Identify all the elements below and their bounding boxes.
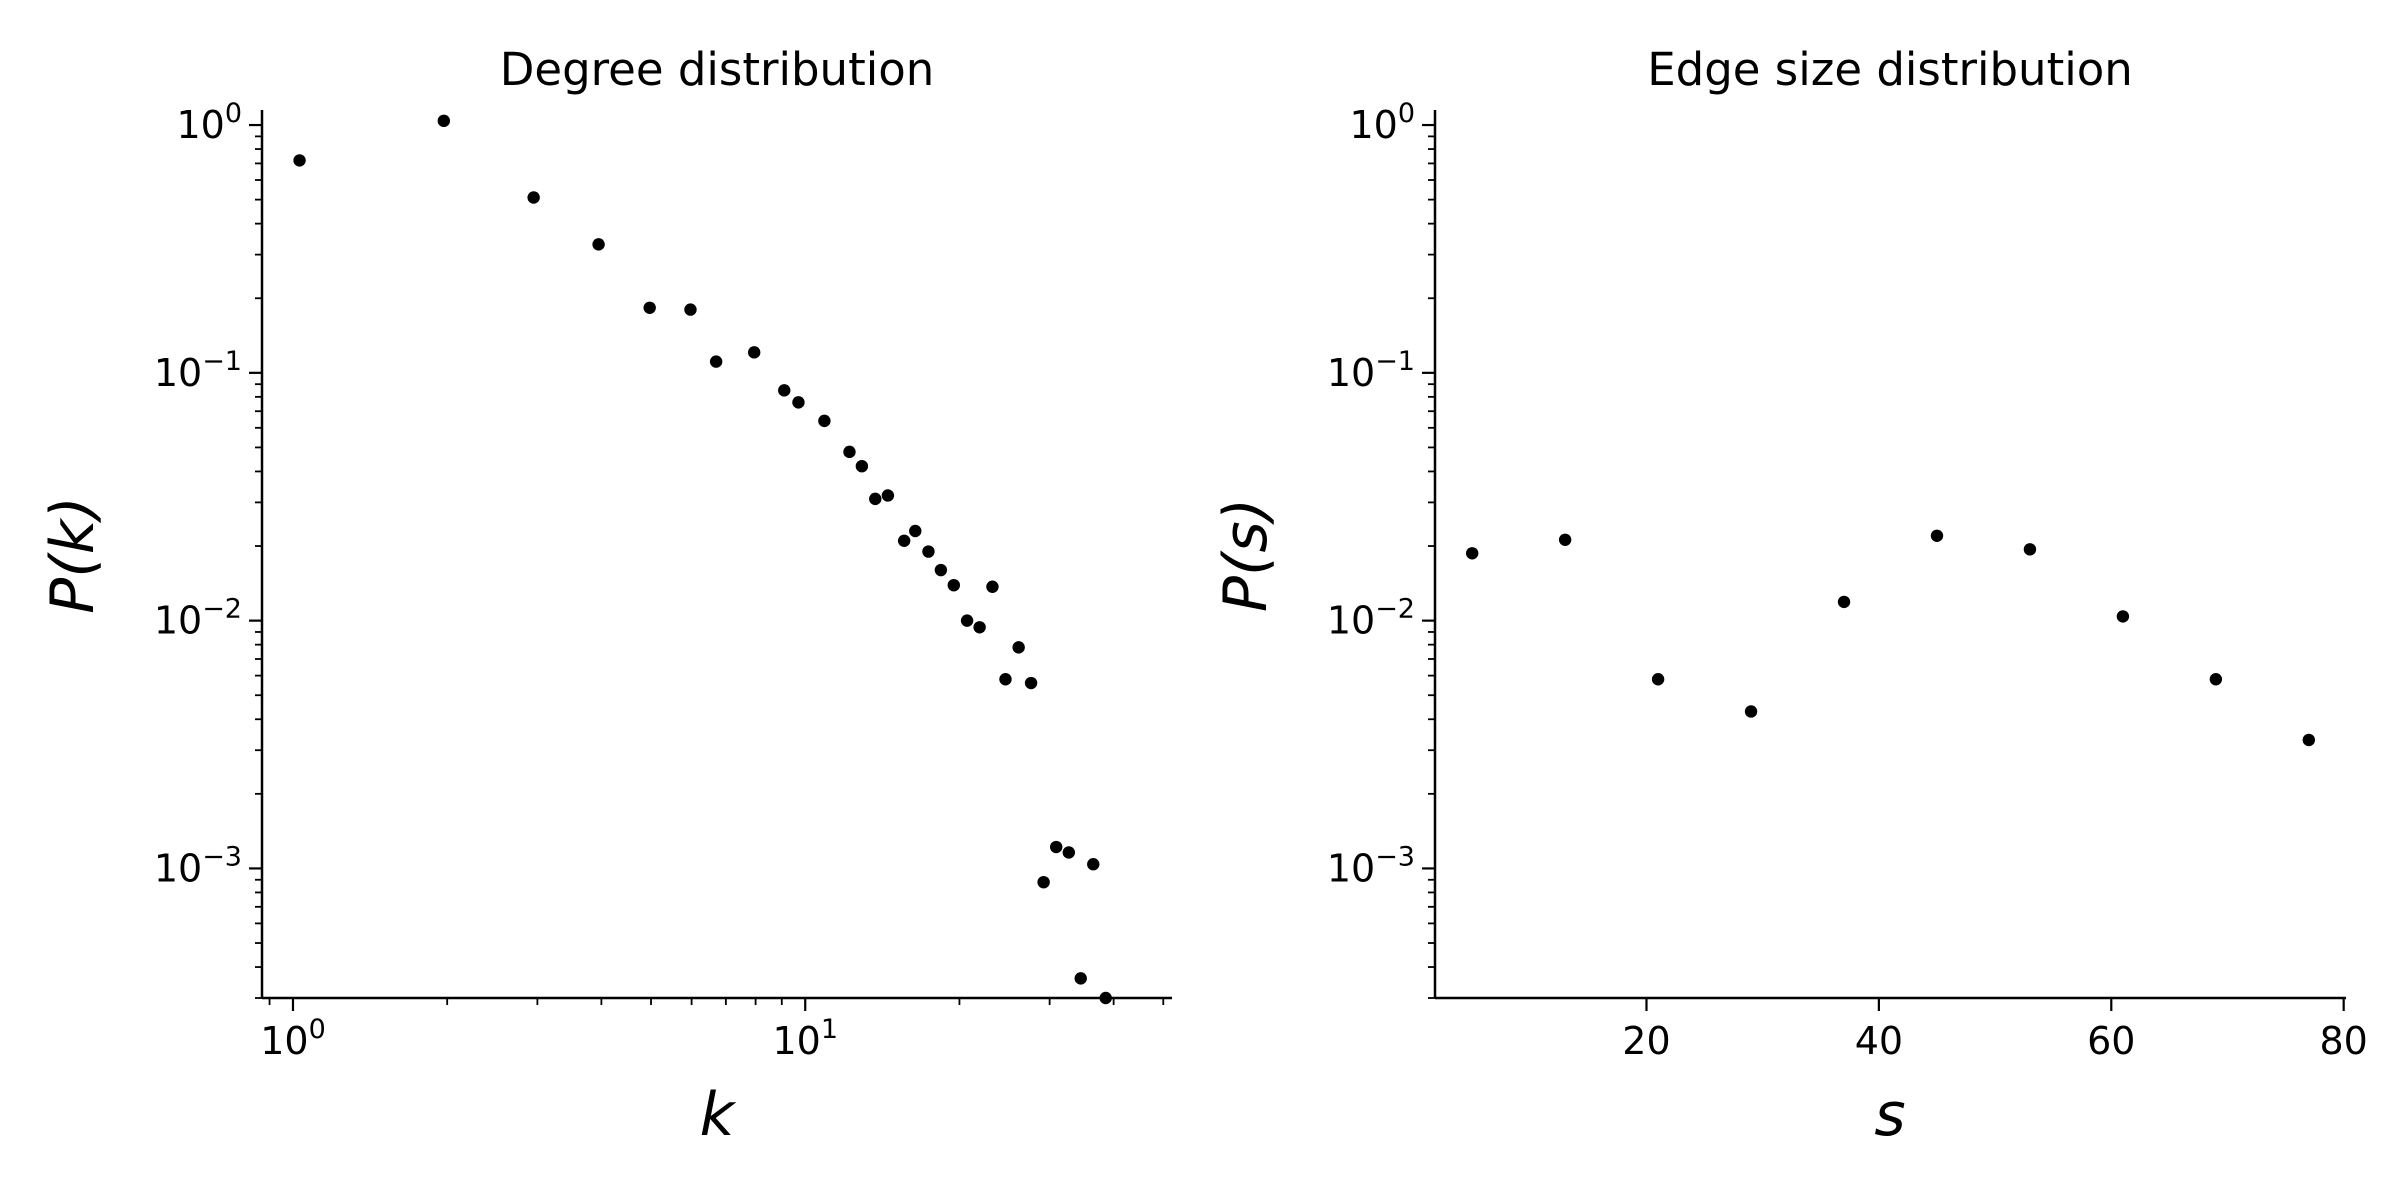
data-point bbox=[843, 445, 856, 459]
y-tick-label: 10−3 bbox=[1327, 841, 1415, 890]
data-point bbox=[792, 396, 805, 409]
y-tick-label-base: 10 bbox=[154, 846, 202, 890]
y-tick-label-base: 10 bbox=[1349, 103, 1397, 147]
data-point bbox=[1465, 547, 1479, 560]
data-point bbox=[999, 673, 1012, 686]
y-tick-label-exponent: 0 bbox=[1398, 98, 1415, 129]
y-tick-label-base: 10 bbox=[154, 599, 202, 643]
data-point bbox=[778, 384, 791, 397]
y-tick-label-exponent: −2 bbox=[202, 594, 242, 625]
y-axis-label: P(s) bbox=[1211, 498, 1281, 612]
data-point bbox=[1930, 529, 1944, 542]
x-tick-label: 80 bbox=[2319, 1019, 2367, 1063]
data-point bbox=[2116, 610, 2130, 623]
data-point bbox=[986, 580, 999, 593]
data-point bbox=[881, 489, 895, 502]
data-point bbox=[1744, 705, 1758, 718]
y-tick-label: 10−1 bbox=[154, 346, 242, 395]
y-tick-label: 10−2 bbox=[1327, 594, 1415, 643]
x-tick-label-exponent: 0 bbox=[309, 1014, 326, 1045]
panel-title: Degree distribution bbox=[500, 43, 935, 96]
x-tick-label-base: 10 bbox=[772, 1019, 820, 1063]
data-point bbox=[934, 563, 948, 577]
x-tick-label: 60 bbox=[2087, 1019, 2135, 1063]
data-point bbox=[818, 414, 831, 428]
data-point bbox=[973, 621, 986, 634]
data-point bbox=[2302, 733, 2316, 747]
data-point bbox=[1062, 846, 1076, 859]
data-point bbox=[643, 301, 656, 315]
y-tick-label: 10−2 bbox=[154, 594, 242, 643]
data-point bbox=[2209, 673, 2223, 686]
data-point bbox=[869, 492, 882, 506]
x-tick-label: 40 bbox=[1855, 1019, 1903, 1063]
data-point bbox=[960, 614, 974, 627]
x-tick-label: 101 bbox=[772, 1014, 838, 1063]
degree-distribution-panel: Degree distribution k P(k) 10010−110−210… bbox=[38, 43, 1172, 1150]
data-point bbox=[592, 238, 605, 251]
y-tick-label-base: 10 bbox=[1327, 846, 1375, 890]
x-tick-label-exponent: 1 bbox=[821, 1014, 838, 1045]
data-point bbox=[1012, 641, 1025, 654]
x-axis-label: k bbox=[700, 1080, 737, 1150]
data-point bbox=[293, 154, 306, 167]
y-tick-label: 100 bbox=[176, 98, 242, 147]
data-point bbox=[855, 459, 869, 473]
y-tick-label-base: 10 bbox=[1327, 599, 1375, 643]
data-point bbox=[684, 303, 697, 316]
data-point bbox=[1037, 875, 1050, 889]
data-point bbox=[897, 534, 911, 547]
data-point bbox=[1837, 595, 1851, 609]
data-point bbox=[1651, 673, 1665, 686]
y-tick-label-base: 10 bbox=[176, 103, 224, 147]
x-tick-label: 100 bbox=[260, 1014, 326, 1063]
y-tick-label: 10−1 bbox=[1327, 346, 1415, 395]
data-point bbox=[1024, 676, 1038, 690]
data-point bbox=[922, 545, 935, 558]
y-tick-label-base: 10 bbox=[1327, 351, 1375, 395]
data-point bbox=[2023, 543, 2037, 556]
data-point bbox=[747, 346, 761, 359]
edge-size-distribution-panel: Edge size distribution s P(s) 10010−110−… bbox=[1211, 43, 2368, 1150]
y-tick-label-exponent: −3 bbox=[202, 841, 242, 872]
data-point bbox=[1099, 991, 1112, 1005]
panel-title: Edge size distribution bbox=[1647, 43, 2133, 96]
y-tick-label-exponent: −1 bbox=[1375, 346, 1415, 377]
data-point bbox=[1087, 858, 1100, 871]
y-tick-label-exponent: −1 bbox=[202, 346, 242, 377]
y-tick-label-base: 10 bbox=[154, 351, 202, 395]
y-tick-label-exponent: −2 bbox=[1375, 594, 1415, 625]
y-tick-label-exponent: −3 bbox=[1375, 841, 1415, 872]
y-axis-label: P(k) bbox=[38, 496, 108, 614]
data-point bbox=[1074, 972, 1087, 985]
data-point bbox=[1558, 533, 1572, 546]
y-tick-label-exponent: 0 bbox=[225, 98, 242, 129]
y-tick-label: 100 bbox=[1349, 98, 1415, 147]
data-point bbox=[437, 114, 451, 128]
x-tick-label: 20 bbox=[1622, 1019, 1670, 1063]
x-tick-label-base: 10 bbox=[260, 1019, 308, 1063]
x-axis-label: s bbox=[1874, 1080, 1905, 1150]
y-tick-label: 10−3 bbox=[154, 841, 242, 890]
data-point bbox=[909, 524, 922, 538]
data-point bbox=[1050, 840, 1063, 854]
data-point bbox=[709, 355, 723, 368]
data-point bbox=[527, 191, 540, 204]
data-point bbox=[947, 578, 960, 592]
